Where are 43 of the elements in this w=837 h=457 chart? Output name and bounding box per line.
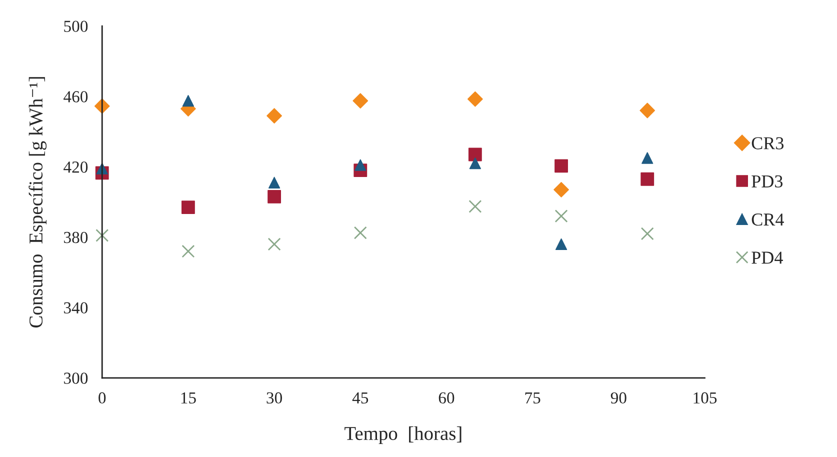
x-tick-label: 15 (181, 392, 196, 404)
y-tick-label: 500 (64, 20, 88, 32)
point (354, 159, 366, 171)
point (640, 227, 654, 240)
point (182, 244, 195, 258)
point (96, 228, 109, 242)
point (182, 95, 194, 107)
x-tick-label: 90 (610, 392, 626, 404)
point (469, 157, 481, 170)
point (468, 148, 482, 162)
point (555, 238, 568, 250)
point (554, 159, 568, 173)
x-tick-label: 45 (352, 392, 368, 404)
y-tick-label: 340 (64, 302, 88, 314)
y-tick-label: 380 (64, 232, 88, 244)
x-tick-label: 30 (266, 392, 282, 404)
point (268, 238, 281, 251)
point (640, 172, 654, 186)
y-tick-label: 300 (64, 372, 88, 384)
legend-label: CR4 (752, 214, 784, 226)
point (352, 93, 368, 109)
point (467, 91, 483, 107)
point (642, 152, 654, 164)
legend-label: CR3 (752, 137, 784, 150)
point (640, 102, 656, 118)
point (266, 108, 282, 124)
point (554, 182, 569, 198)
point (554, 210, 568, 223)
x-tick-label: 105 (694, 392, 717, 404)
x-tick-label: 0 (98, 392, 106, 404)
x-tick-label: 60 (438, 392, 454, 404)
x-axis-title: Tempo [horas] (344, 426, 462, 444)
legend-label: PD4 (752, 252, 783, 264)
x-tick-label: 75 (525, 392, 540, 404)
point (268, 190, 282, 204)
y-tick-label: 420 (64, 162, 88, 173)
y-axis-title: Consumo Específico [g kWh⁻¹] (28, 77, 47, 328)
point (268, 176, 280, 188)
y-tick-label: 460 (64, 91, 88, 102)
point (468, 200, 482, 213)
point (181, 200, 195, 214)
legend-label: PD3 (752, 175, 783, 188)
point (354, 226, 367, 240)
